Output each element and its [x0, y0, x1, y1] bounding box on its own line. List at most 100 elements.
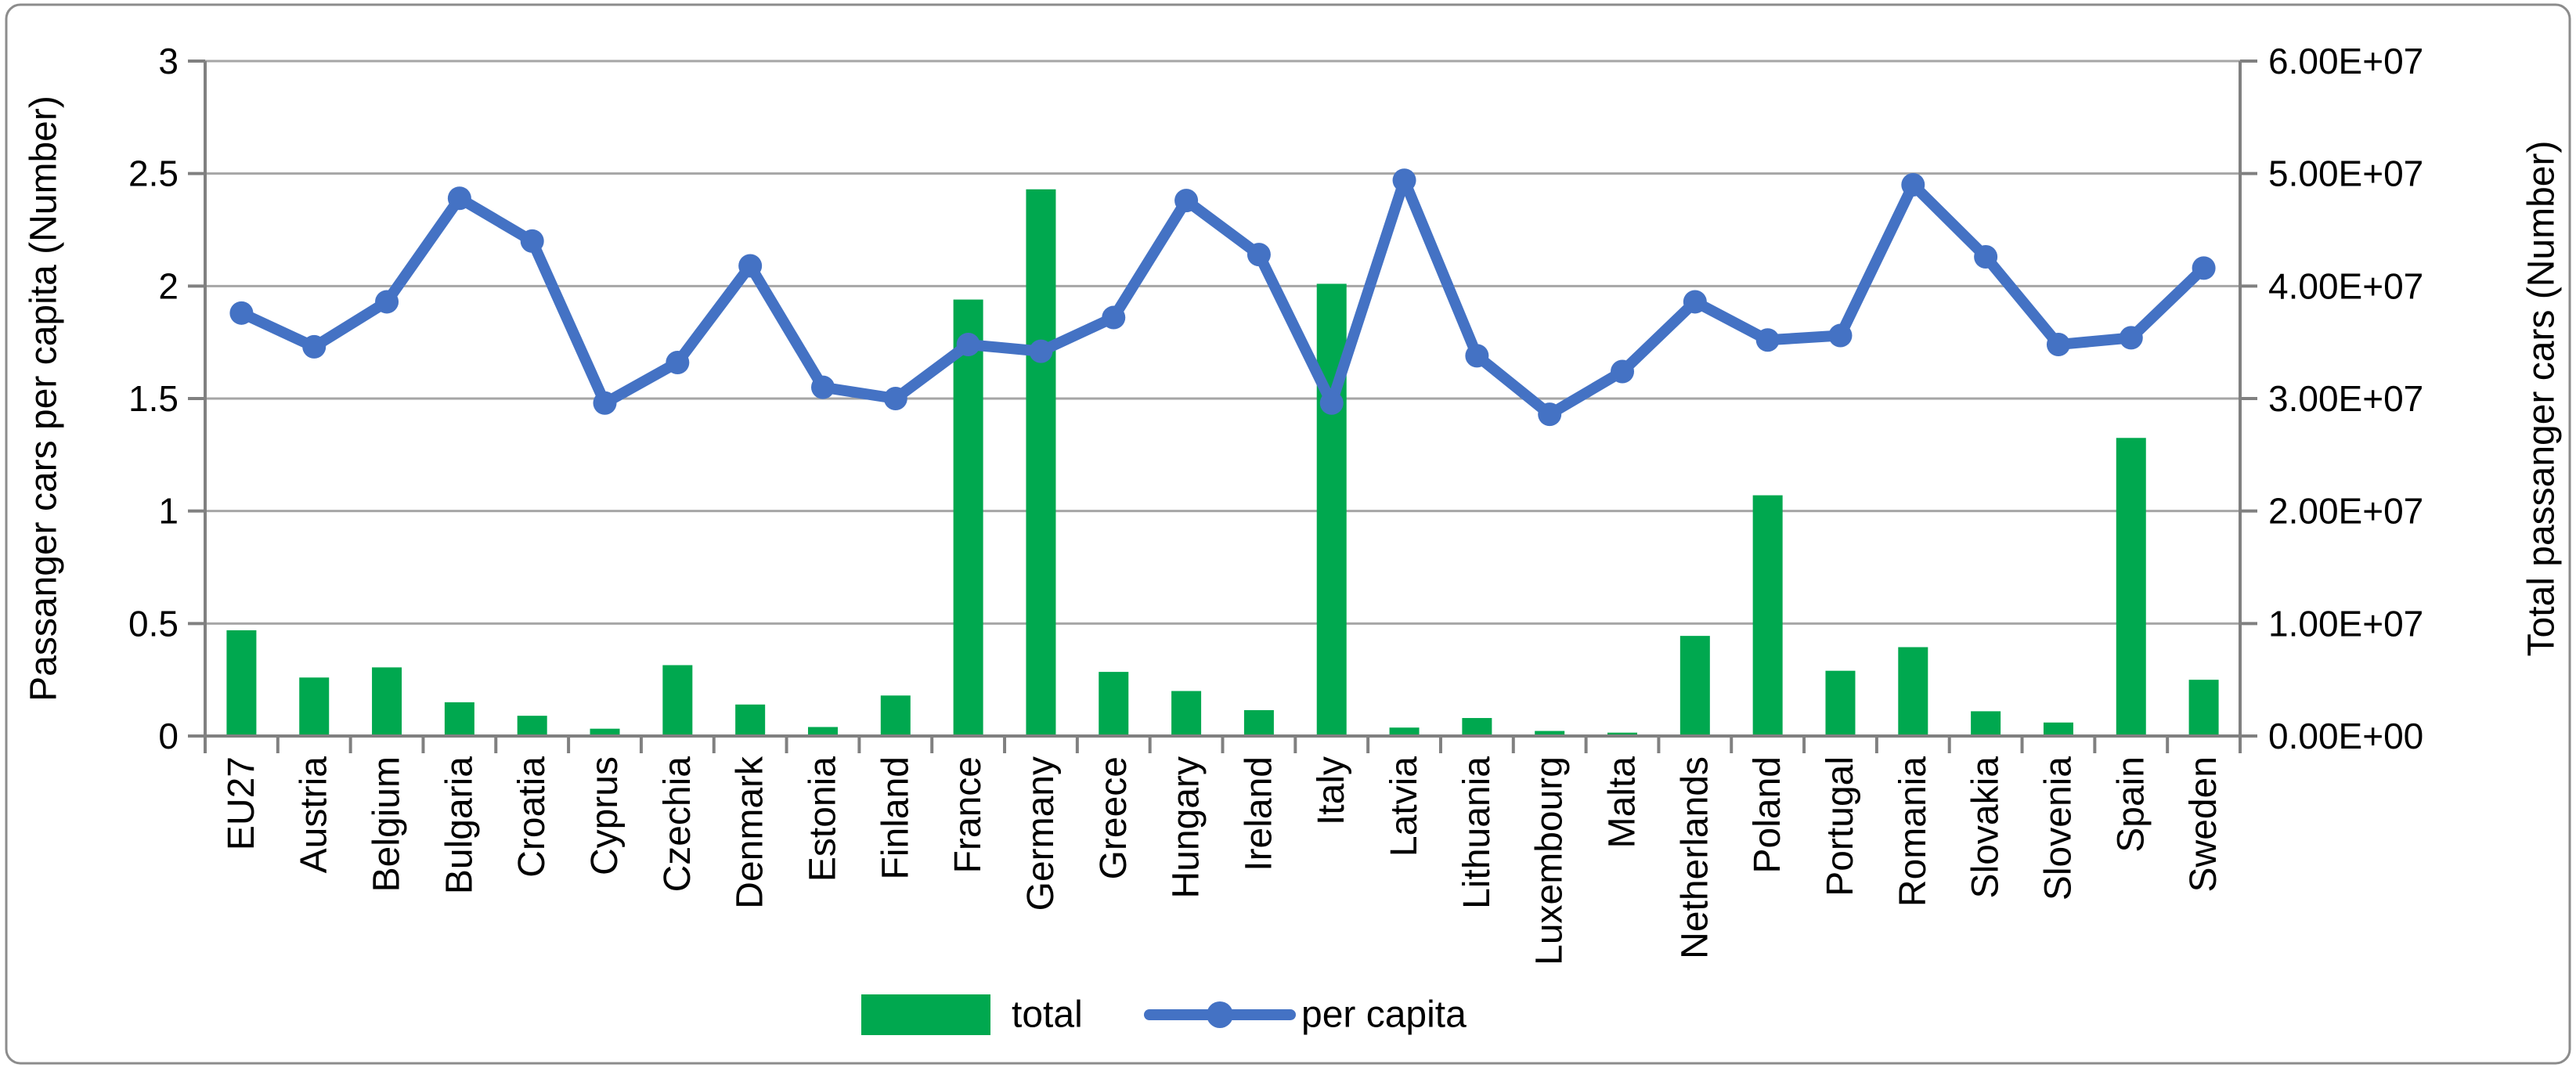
x-axis-label-czechia: Czechia	[657, 756, 698, 893]
right-axis-tick-label: 5.00E+07	[2268, 153, 2423, 194]
x-axis-label-eu27: EU27	[221, 756, 262, 850]
x-axis-label-slovakia: Slovakia	[1965, 756, 2007, 899]
legend-label-total: total	[1012, 994, 1083, 1036]
legend-label-per-capita: per capita	[1301, 994, 1467, 1036]
bar-hungary	[1171, 691, 1202, 736]
line-point-greece	[1102, 305, 1126, 330]
x-axis-label-croatia: Croatia	[511, 756, 553, 878]
per-capita-line	[236, 175, 2210, 420]
bar-portugal	[1825, 670, 1856, 736]
bar-lithuania	[1462, 718, 1492, 736]
axes	[188, 60, 2257, 753]
legend-marker-per-capita	[1207, 1001, 1233, 1028]
x-axis-label-lithuania: Lithuania	[1456, 756, 1498, 909]
bar-czechia	[662, 665, 693, 736]
line-point-romania	[1901, 173, 1925, 197]
x-axis-label-netherlands: Netherlands	[1674, 756, 1716, 959]
line-point-spain	[2119, 326, 2143, 350]
bar-ireland	[1243, 709, 1274, 736]
line-point-lithuania	[1465, 344, 1489, 368]
x-axis-label-france: France	[947, 756, 989, 873]
x-axis-label-hungary: Hungary	[1166, 756, 1207, 898]
line-point-poland	[1755, 328, 1780, 352]
bar-spain	[2116, 438, 2146, 736]
x-axis-labels: EU27 Austria Belgium Bulgaria Croatia Cyprus C…	[221, 756, 2224, 965]
bar-series-total	[226, 189, 2219, 737]
x-axis-label-poland: Poland	[1747, 756, 1788, 873]
bar-sweden	[2188, 680, 2219, 736]
bar-eu27	[226, 630, 257, 736]
x-axis-label-slovenia: Slovenia	[2037, 756, 2079, 900]
line-point-austria	[302, 334, 327, 359]
left-axis-title: Passanger cars per capita (Number)	[23, 96, 65, 702]
line-point-belgium	[375, 290, 399, 314]
x-axis-label-bulgaria: Bulgaria	[438, 756, 480, 894]
bar-poland	[1752, 495, 1783, 736]
bar-italy	[1316, 283, 1347, 737]
bar-luxembourg	[1535, 731, 1565, 736]
x-axis-label-belgium: Belgium	[366, 756, 408, 892]
bar-estonia	[807, 727, 838, 736]
bar-latvia	[1389, 727, 1420, 736]
line-point-germany	[1029, 339, 1053, 363]
line-point-estonia	[810, 375, 835, 399]
line-point-malta	[1611, 359, 1635, 384]
legend: total per capita	[861, 994, 1467, 1036]
x-axis-label-portugal: Portugal	[1820, 756, 1861, 897]
left-axis-tick-labels: 0 0.5 1 1.5 2 2.5 3	[128, 41, 179, 756]
bar-croatia	[517, 716, 547, 736]
x-axis-label-luxembourg: Luxembourg	[1529, 756, 1571, 965]
line-series-per-capita	[229, 168, 2216, 427]
x-axis-label-italy: Italy	[1311, 756, 1352, 825]
bar-germany	[1026, 189, 1056, 736]
line-point-hungary	[1174, 189, 1199, 213]
line-point-latvia	[1392, 168, 1416, 193]
x-axis-label-romania: Romania	[1892, 756, 1934, 907]
bar-malta	[1607, 732, 1638, 736]
line-point-netherlands	[1683, 290, 1707, 314]
left-axis-tick-label: 0.5	[128, 603, 179, 644]
right-axis-tick-label: 0.00E+00	[2268, 716, 2423, 756]
bar-belgium	[372, 667, 402, 736]
line-point-slovenia	[2046, 333, 2070, 357]
line-point-italy	[1319, 391, 1344, 415]
left-axis-tick-label: 3	[158, 41, 179, 81]
line-point-eu27	[229, 301, 254, 325]
line-point-cyprus	[593, 391, 617, 415]
x-axis-label-sweden: Sweden	[2183, 756, 2224, 892]
x-axis-label-spain: Spain	[2110, 756, 2152, 853]
chart-frame	[5, 3, 2571, 1065]
line-point-ireland	[1247, 243, 1271, 267]
line-point-luxembourg	[1538, 402, 1562, 427]
legend-swatch-total	[861, 994, 990, 1035]
left-axis-tick-label: 0	[158, 716, 179, 756]
left-axis-tick-label: 1	[158, 491, 179, 532]
bar-romania	[1898, 647, 1928, 736]
bar-france	[953, 299, 983, 736]
line-point-france	[956, 333, 980, 357]
x-axis-label-malta: Malta	[1602, 756, 1643, 849]
line-point-slovakia	[1974, 244, 1998, 269]
line-point-bulgaria	[447, 186, 471, 211]
right-axis-tick-labels: 0.00E+00 1.00E+07 2.00E+07 3.00E+07 4.00E+07…	[2268, 41, 2423, 756]
bar-netherlands	[1679, 636, 1710, 736]
right-axis-title: Total passanger cars (Number)	[2521, 141, 2563, 657]
left-axis-tick-label: 2.5	[128, 153, 179, 194]
x-axis-label-latvia: Latvia	[1384, 756, 1425, 857]
line-point-sweden	[2192, 256, 2216, 280]
right-axis-tick-label: 1.00E+07	[2268, 603, 2423, 644]
x-axis-label-austria: Austria	[294, 756, 335, 874]
x-axis-label-ireland: Ireland	[1238, 756, 1279, 871]
x-axis-label-greece: Greece	[1093, 756, 1135, 879]
bar-austria	[299, 677, 330, 736]
line-point-croatia	[520, 229, 544, 253]
bar-bulgaria	[444, 702, 474, 736]
gridlines	[205, 60, 2240, 625]
bar-slovakia	[1971, 711, 2001, 736]
right-axis-tick-label: 4.00E+07	[2268, 265, 2423, 306]
right-axis-tick-label: 6.00E+07	[2268, 41, 2423, 81]
line-point-denmark	[738, 254, 763, 278]
line-point-portugal	[1828, 323, 1853, 348]
right-axis-tick-label: 2.00E+07	[2268, 491, 2423, 532]
